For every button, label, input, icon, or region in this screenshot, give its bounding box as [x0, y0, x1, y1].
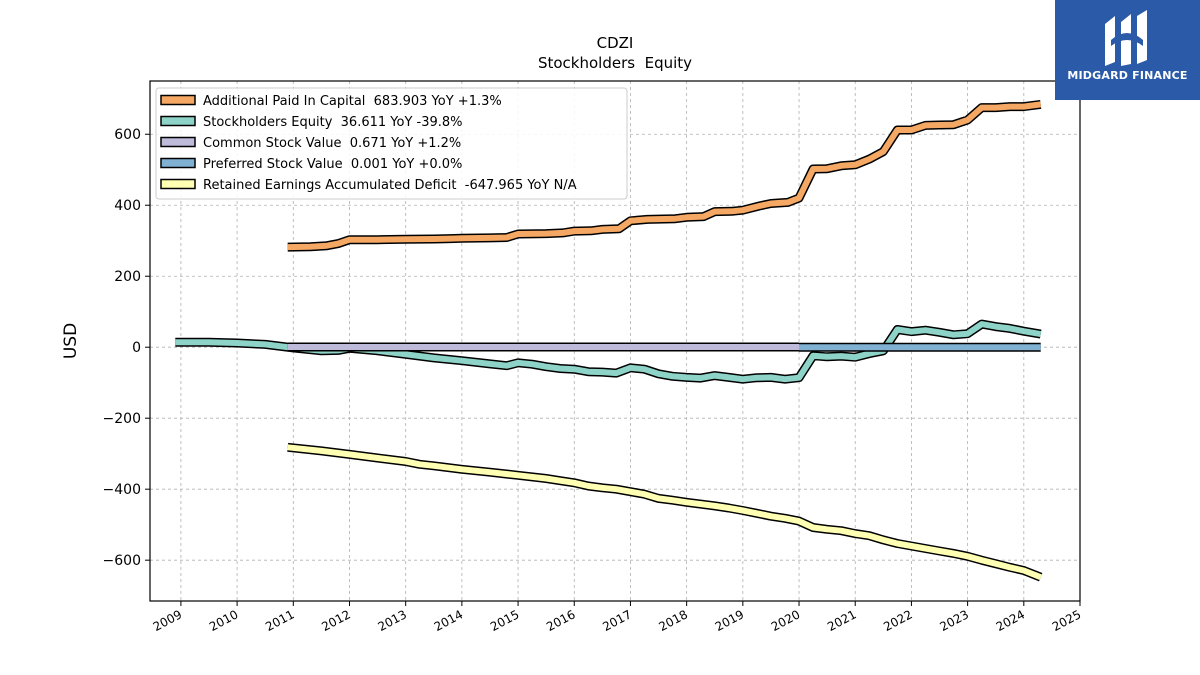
x-tick-label: 2018 — [657, 607, 691, 634]
legend: Additional Paid In Capital 683.903 YoY +… — [155, 87, 628, 200]
series-line-0 — [287, 101, 1042, 251]
y-axis-label: USD — [61, 323, 81, 359]
y-axis: 600 400 200 0 −200 −400 −600 — [103, 127, 150, 569]
x-tick-label: 2022 — [881, 607, 915, 634]
y-tick-label: 600 — [114, 127, 141, 143]
legend-label-3: Preferred Stock Value 0.001 YoY +0.0% — [203, 157, 462, 172]
legend-swatch-3 — [160, 157, 196, 169]
brand-name: MIDGARD FINANCE — [1067, 69, 1188, 82]
legend-label-1: Stockholders Equity 36.611 YoY -39.8% — [203, 115, 463, 130]
legend-label-4: Retained Earnings Accumulated Deficit -6… — [203, 178, 577, 193]
x-tick-label: 2015 — [488, 607, 522, 634]
x-tick-label: 2012 — [319, 607, 353, 634]
chart-title: CDZI — [597, 34, 634, 52]
y-tick-label: −200 — [103, 411, 141, 427]
y-tick-label: −400 — [103, 482, 141, 498]
legend-label-2: Common Stock Value 0.671 YoY +1.2% — [203, 136, 461, 151]
x-tick-label: 2017 — [600, 607, 634, 634]
series-outline-4 — [287, 442, 1043, 582]
legend-swatch-1 — [160, 115, 196, 127]
x-tick-label: 2011 — [263, 607, 297, 634]
y-tick-label: −600 — [103, 553, 141, 569]
chart-subtitle: Stockholders Equity — [538, 54, 692, 72]
legend-label-0: Additional Paid In Capital 683.903 YoY +… — [203, 94, 502, 109]
legend-swatch-0 — [160, 94, 196, 106]
brand-logo: MIDGARD FINANCE — [1055, 0, 1200, 100]
x-axis: 2009 2010 2011 2012 2013 2014 2015 2016 2017 2018… — [151, 601, 1084, 634]
x-tick-label: 2010 — [207, 607, 241, 634]
y-tick-label: 400 — [114, 198, 141, 214]
legend-swatch-4 — [160, 178, 196, 190]
y-tick-label: 200 — [114, 269, 141, 285]
series-line-1 — [175, 321, 1042, 383]
series-line-4 — [287, 444, 1042, 580]
x-tick-label: 2016 — [544, 607, 578, 634]
legend-box — [155, 87, 628, 200]
plot-frame — [149, 80, 1081, 602]
x-tick-label: 2013 — [376, 607, 410, 634]
x-tick-label: 2014 — [432, 607, 466, 634]
x-tick-label: 2019 — [713, 607, 747, 634]
x-tick-label: 2025 — [1050, 607, 1084, 634]
x-tick-label: 2020 — [769, 607, 803, 634]
x-tick-label: 2023 — [937, 607, 971, 634]
midgard-logo-icon — [1105, 10, 1147, 66]
x-tick-label: 2009 — [151, 607, 185, 634]
series-layer — [175, 99, 1043, 582]
legend-swatch-2 — [160, 136, 196, 148]
x-tick-label: 2024 — [994, 607, 1028, 634]
y-tick-label: 0 — [132, 340, 141, 356]
x-tick-label: 2021 — [825, 607, 859, 634]
